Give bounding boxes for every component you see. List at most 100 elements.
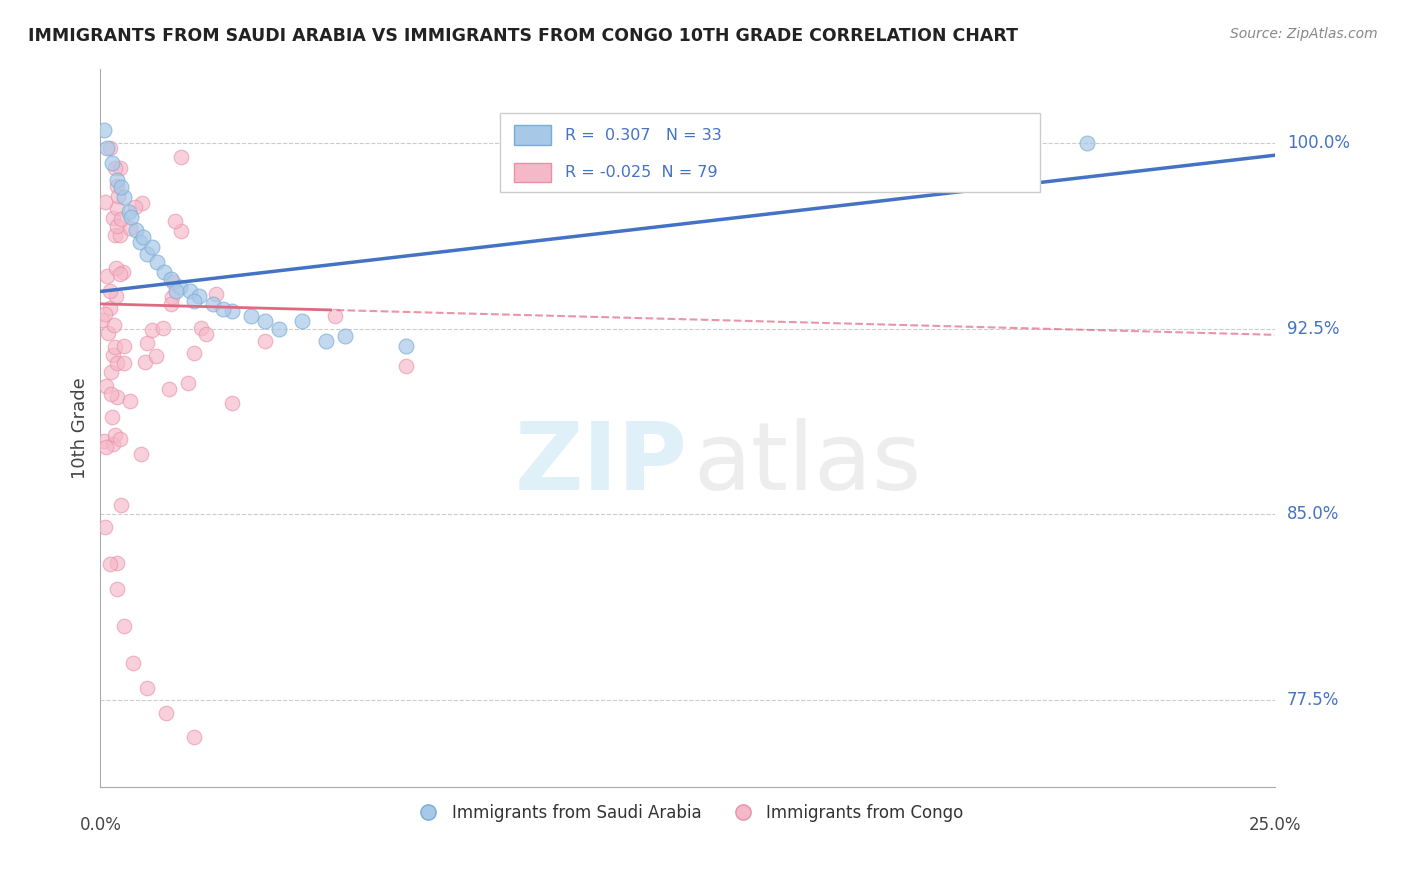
Point (94, 379, 117, 393)
Point (160, 290, 183, 304)
Y-axis label: 10th Grade: 10th Grade (72, 376, 89, 479)
Text: atlas: atlas (693, 417, 922, 509)
Point (157, 382, 180, 396)
Point (131, 230, 153, 244)
Point (107, 188, 129, 202)
Point (323, 310, 346, 324)
Point (104, 428, 127, 442)
Point (96, 141, 118, 155)
Point (101, 155, 124, 169)
Point (118, 394, 141, 409)
Point (152, 265, 174, 279)
Point (183, 294, 205, 309)
Point (105, 288, 128, 302)
Point (122, 656, 145, 670)
Point (105, 582, 128, 596)
Text: 85.0%: 85.0% (1286, 506, 1339, 524)
Point (188, 289, 211, 303)
Point (104, 260, 127, 275)
Point (105, 173, 128, 187)
Point (110, 161, 132, 175)
Point (110, 498, 132, 512)
Point (105, 556, 128, 570)
Point (103, 211, 125, 226)
Text: Source: ZipAtlas.com: Source: ZipAtlas.com (1230, 27, 1378, 41)
Point (105, 179, 128, 194)
Point (205, 287, 228, 301)
Point (155, 706, 177, 720)
Point (98, 557, 121, 571)
Point (105, 219, 128, 233)
Point (395, 359, 418, 373)
Point (211, 301, 233, 316)
Point (108, 267, 131, 281)
Point (110, 432, 132, 446)
Point (959, 131, 981, 145)
Text: ZIP: ZIP (515, 417, 688, 509)
Text: IMMIGRANTS FROM SAUDI ARABIA VS IMMIGRANTS FROM CONGO 10TH GRADE CORRELATION CHA: IMMIGRANTS FROM SAUDI ARABIA VS IMMIGRAN… (28, 27, 1018, 45)
Point (136, 247, 159, 261)
Point (124, 200, 146, 214)
Point (170, 151, 193, 165)
Point (103, 318, 125, 333)
Bar (513, 162, 551, 183)
Text: R =  0.307   N = 33: R = 0.307 N = 33 (565, 128, 723, 143)
Point (169, 224, 191, 238)
FancyBboxPatch shape (499, 113, 1040, 193)
Point (395, 339, 418, 353)
Point (110, 227, 132, 242)
Point (97, 326, 120, 340)
Point (162, 275, 184, 289)
Point (141, 240, 163, 254)
Point (159, 297, 181, 311)
Text: 100.0%: 100.0% (1286, 134, 1350, 152)
Point (100, 387, 122, 401)
Point (134, 355, 156, 369)
Point (112, 265, 135, 279)
Point (96, 269, 118, 284)
Point (110, 180, 132, 194)
Text: 77.5%: 77.5% (1286, 691, 1339, 709)
Text: 0.0%: 0.0% (79, 815, 121, 834)
Point (131, 196, 153, 211)
Point (100, 365, 122, 379)
Point (105, 390, 128, 404)
Point (141, 323, 163, 337)
Point (98, 301, 121, 316)
Legend: Immigrants from Saudi Arabia, Immigrants from Congo: Immigrants from Saudi Arabia, Immigrants… (405, 797, 970, 829)
Text: 92.5%: 92.5% (1286, 319, 1339, 338)
Point (98, 141, 121, 155)
Point (152, 320, 174, 334)
Point (98, 284, 121, 298)
Point (291, 314, 314, 328)
Point (112, 356, 135, 370)
Point (104, 228, 127, 243)
Point (112, 619, 135, 633)
Point (107, 201, 129, 215)
Point (112, 190, 135, 204)
Point (145, 349, 167, 363)
Point (118, 220, 141, 235)
Point (169, 279, 191, 293)
Point (165, 285, 187, 299)
Point (145, 254, 167, 268)
Point (253, 334, 276, 348)
Point (202, 297, 225, 311)
Point (94, 440, 117, 454)
Point (124, 222, 146, 236)
Text: R = -0.025  N = 79: R = -0.025 N = 79 (565, 165, 718, 180)
Point (110, 211, 132, 226)
Point (315, 334, 337, 348)
Point (100, 410, 122, 425)
Point (195, 326, 218, 341)
Point (93, 123, 115, 137)
Point (93, 307, 115, 321)
Point (104, 340, 127, 354)
Point (333, 329, 356, 343)
Point (112, 339, 135, 353)
Point (183, 346, 205, 360)
Point (129, 235, 152, 249)
Point (267, 321, 290, 335)
Point (105, 356, 128, 370)
Point (120, 210, 142, 224)
